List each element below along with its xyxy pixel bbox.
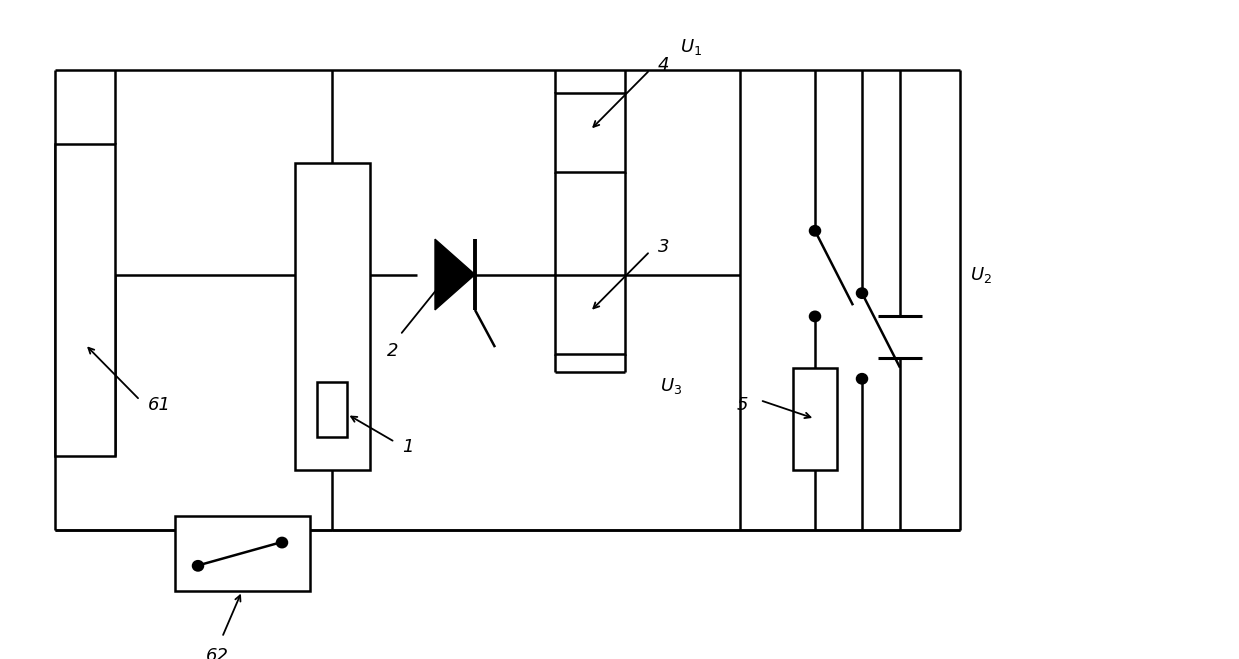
Text: $U_3$: $U_3$: [660, 376, 683, 396]
Text: 62: 62: [206, 646, 228, 659]
Circle shape: [857, 289, 867, 298]
Circle shape: [857, 374, 867, 384]
Polygon shape: [435, 239, 475, 310]
Bar: [555, 93, 624, 172]
Text: 1: 1: [401, 438, 414, 456]
Text: $U_1$: $U_1$: [680, 36, 703, 57]
Bar: [317, 382, 347, 438]
Text: 4: 4: [658, 56, 669, 74]
Circle shape: [810, 312, 820, 321]
Circle shape: [193, 561, 203, 571]
Text: 61: 61: [147, 396, 171, 414]
Bar: [555, 275, 624, 354]
Bar: [295, 163, 370, 470]
Text: $U_2$: $U_2$: [970, 264, 992, 285]
Circle shape: [810, 226, 820, 235]
Text: 2: 2: [388, 341, 399, 360]
Text: 5: 5: [736, 396, 748, 414]
Circle shape: [278, 538, 287, 547]
Bar: [175, 517, 310, 591]
Text: 3: 3: [658, 238, 669, 256]
Bar: [793, 368, 838, 470]
Bar: [55, 144, 115, 456]
